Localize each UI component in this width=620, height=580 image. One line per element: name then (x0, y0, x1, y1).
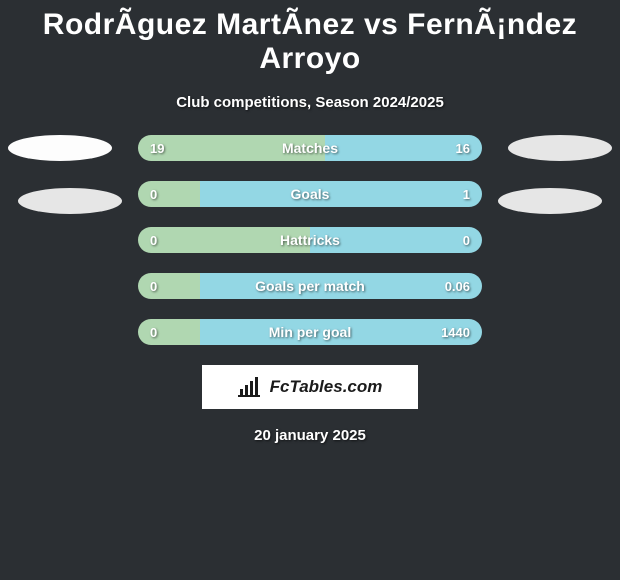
player-left-avatar-2 (18, 188, 122, 214)
stat-bar-left (138, 181, 200, 207)
page-title: RodrÃ­guez MartÃ­nez vs FernÃ¡ndez Arroy… (0, 0, 620, 76)
stat-row: Min per goal01440 (138, 319, 482, 345)
bar-chart-icon (238, 377, 264, 397)
stats-area: Matches1916 Goals01 Hattricks00 Goals per m… (0, 135, 620, 345)
stat-row: Matches1916 (138, 135, 482, 161)
stat-bar-left (138, 273, 200, 299)
subtitle: Club competitions, Season 2024/2025 (0, 94, 620, 111)
stat-row: Goals01 (138, 181, 482, 207)
stat-bar-right (310, 227, 482, 253)
stat-bar-left (138, 227, 310, 253)
date-caption: 20 january 2025 (0, 427, 620, 444)
stat-row: Hattricks00 (138, 227, 482, 253)
stat-row: Goals per match00.06 (138, 273, 482, 299)
stat-bar-right (200, 273, 482, 299)
logo-text: FcTables.com (270, 377, 383, 397)
stat-bar-left (138, 135, 325, 161)
stat-bars: Matches1916 Goals01 Hattricks00 Goals per m… (138, 135, 482, 345)
player-right-avatar-1 (508, 135, 612, 161)
stat-bar-right (325, 135, 482, 161)
stat-bar-right (200, 181, 482, 207)
player-right-avatar-2 (498, 188, 602, 214)
stat-bar-right (200, 319, 482, 345)
player-left-avatar-1 (8, 135, 112, 161)
stat-bar-left (138, 319, 200, 345)
logo-box: FcTables.com (202, 365, 418, 409)
